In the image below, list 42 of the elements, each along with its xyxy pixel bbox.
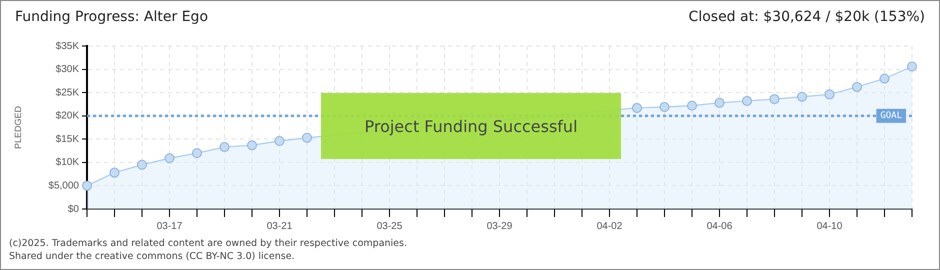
point [164, 153, 174, 164]
point [192, 148, 202, 158]
y-tick-label: $20K [56, 110, 80, 122]
x-tick-label: 03-25 [376, 220, 403, 232]
point [302, 132, 312, 143]
success-banner: Project Funding Successful [321, 93, 621, 159]
chart-title: Funding Progress: Alter Ego [15, 9, 208, 25]
y-tick-label: $35K [56, 40, 80, 52]
point [907, 61, 917, 72]
y-tick-label: $30K [56, 64, 80, 76]
point [797, 92, 807, 102]
y-axis-title: PLEDGED [12, 105, 23, 150]
point [82, 180, 92, 191]
x-tick-label: 04-10 [816, 220, 843, 232]
point [687, 100, 697, 111]
point [714, 98, 724, 108]
x-tick-label: 03-17 [156, 220, 183, 232]
x-tick-label: 03-21 [266, 220, 293, 232]
x-tick-label: 04-02 [596, 220, 623, 232]
point [137, 160, 147, 170]
chart-subtitle: Closed at: $30,624 / $20k (153%) [688, 9, 925, 25]
text: (c)2025. Trademarks and related content are owned by their respective companies. [9, 238, 407, 249]
point [880, 74, 890, 84]
y-tick-label: $25K [56, 87, 80, 98]
y-tick-label: $10K [56, 157, 80, 168]
ref-line-label: GOAL [880, 111, 902, 122]
point [824, 89, 834, 100]
x-tick-label: 03-29 [486, 220, 513, 232]
point [770, 94, 780, 104]
x-tick-label: 04-06 [706, 220, 733, 232]
y-tick-label: $5,000 [48, 180, 80, 192]
point [742, 96, 752, 106]
point [852, 82, 862, 92]
point [274, 136, 284, 146]
text: Shared under the creative commons (CC BY-NC 3.0) license. [9, 251, 295, 262]
point [632, 102, 642, 113]
point [660, 102, 670, 112]
y-tick-label: $0 [68, 204, 80, 215]
point [220, 142, 230, 152]
y-tick-label: $15K [56, 134, 80, 145]
point [247, 140, 257, 150]
point [110, 168, 120, 178]
